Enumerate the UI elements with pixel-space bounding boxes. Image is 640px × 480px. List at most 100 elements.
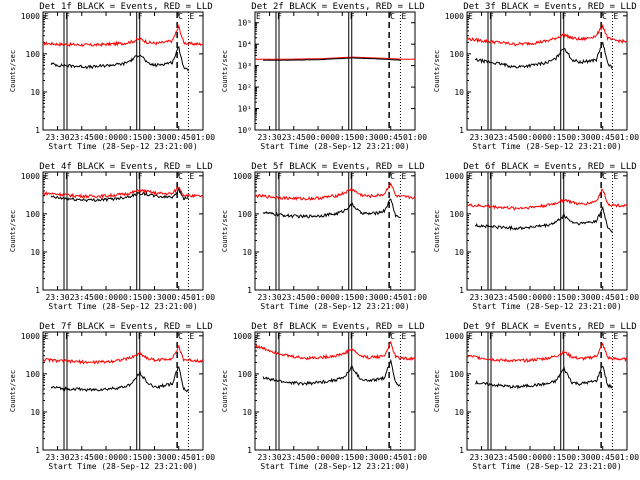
x-tick-label: 00:00 (94, 453, 118, 462)
x-tick-label: 00:45 (591, 453, 615, 462)
series-events (474, 41, 613, 69)
series-lld (466, 188, 628, 211)
x-tick-label: 23:30 (45, 293, 69, 302)
x-tick-label: 00:15 (118, 133, 142, 142)
x-tick-label: 23:45 (282, 133, 306, 142)
x-tick-label: 23:30 (469, 453, 493, 462)
y-axis-label: Counts/sec (221, 370, 229, 412)
x-tick-label: 00:15 (542, 453, 566, 462)
y-tick-label: 1000 (445, 172, 464, 181)
detector-panel-8: Det 8f BLACK = Events, RED = LLD 1 10 100 10… (221, 322, 427, 471)
y-tick-label: 1000 (445, 332, 464, 341)
x-axis-label: Start Time (28-Sep-12 23:21:00) (260, 142, 409, 151)
marker-label: F (562, 172, 567, 181)
marker-label: C (390, 172, 395, 181)
x-axis-label: Start Time (28-Sep-12 23:21:00) (260, 302, 409, 311)
marker-label: F (350, 172, 355, 181)
y-tick-label: 100 (238, 210, 253, 219)
series-lld (254, 340, 416, 362)
y-tick-label: 10 (454, 248, 464, 257)
panel-title: Det 4f BLACK = Events, RED = LLD (39, 162, 212, 172)
x-tick-label: 00:30 (142, 133, 166, 142)
marker-label: F (489, 172, 494, 181)
y-tick-label: 10 (30, 408, 40, 417)
y-tick-label: 100 (26, 50, 41, 59)
plot-frame (42, 171, 204, 291)
x-tick-label: 00:45 (379, 453, 403, 462)
y-tick-label: 1000 (445, 12, 464, 21)
marker-label: E (189, 332, 194, 341)
marker-label: E (256, 332, 261, 341)
y-axis-label: Counts/sec (9, 50, 17, 92)
marker-label: F (138, 332, 143, 341)
plot-frame (42, 331, 204, 451)
y-tick-label: 10⁵ (238, 19, 252, 28)
marker-label: E (44, 12, 49, 21)
marker-label: E (189, 12, 194, 21)
x-tick-label: 00:15 (330, 293, 354, 302)
x-tick-label: 23:45 (282, 293, 306, 302)
x-tick-label: 00:00 (306, 133, 330, 142)
marker-label: E (189, 172, 194, 181)
y-tick-label: 1 (459, 286, 464, 295)
y-tick-label: 10² (238, 83, 252, 92)
y-tick-label: 1 (247, 286, 252, 295)
y-tick-label: 10 (454, 88, 464, 97)
panel-title: Det 5f BLACK = Events, RED = LLD (251, 162, 424, 172)
x-tick-label: 00:30 (354, 133, 378, 142)
detector-panel-1: Det 1f BLACK = Events, RED = LLD 1 10 100 10… (9, 2, 215, 151)
x-tick-label: 00:15 (542, 293, 566, 302)
y-tick-label: 10 (242, 248, 252, 257)
x-axis-label: Start Time (28-Sep-12 23:21:00) (472, 462, 621, 471)
x-tick-label: 23:30 (257, 293, 281, 302)
marker-label: F (138, 172, 143, 181)
x-tick-label: 01:00 (403, 133, 427, 142)
y-axis-label: Counts/sec (9, 370, 17, 412)
y-tick-label: 1 (459, 126, 464, 135)
x-tick-label: 23:45 (70, 133, 94, 142)
marker-label: E (256, 172, 261, 181)
x-tick-label: 00:00 (306, 453, 330, 462)
x-tick-label: 00:30 (566, 133, 590, 142)
x-tick-label: 00:00 (518, 453, 542, 462)
x-tick-label: 01:00 (403, 293, 427, 302)
x-tick-label: 00:15 (330, 133, 354, 142)
y-tick-label: 1000 (21, 172, 40, 181)
x-tick-label: 00:30 (354, 293, 378, 302)
detector-panel-5: Det 5f BLACK = Events, RED = LLD 1 10 100 10… (221, 162, 427, 311)
series-lld (466, 342, 628, 363)
marker-label: F (65, 172, 70, 181)
plot-frame (254, 171, 416, 291)
x-tick-label: 00:15 (542, 133, 566, 142)
x-tick-label: 23:45 (494, 293, 518, 302)
marker-label: C (602, 12, 607, 21)
series-events (475, 365, 613, 390)
x-axis-label: Start Time (28-Sep-12 23:21:00) (260, 462, 409, 471)
y-tick-label: 1 (247, 446, 252, 455)
detector-panel-9: Det 9f BLACK = Events, RED = LLD 1 10 100 10… (433, 322, 639, 471)
marker-label: E (401, 172, 406, 181)
marker-label: C (390, 12, 395, 21)
x-tick-label: 00:30 (142, 293, 166, 302)
x-axis-label: Start Time (28-Sep-12 23:21:00) (472, 302, 621, 311)
y-tick-label: 10 (454, 408, 464, 417)
x-tick-label: 23:45 (494, 453, 518, 462)
y-tick-label: 1 (35, 126, 40, 135)
marker-label: E (401, 332, 406, 341)
marker-label: F (562, 12, 567, 21)
plot-frame (254, 331, 416, 451)
x-axis-label: Start Time (28-Sep-12 23:21:00) (48, 302, 197, 311)
x-tick-label: 00:30 (566, 293, 590, 302)
y-tick-label: 10⁴ (238, 40, 252, 49)
x-tick-label: 00:45 (167, 293, 191, 302)
panel-title: Det 9f BLACK = Events, RED = LLD (463, 322, 636, 332)
marker-label: E (613, 332, 618, 341)
x-tick-label: 00:45 (379, 293, 403, 302)
y-tick-label: 1 (35, 446, 40, 455)
marker-label: E (44, 332, 49, 341)
series-lld (254, 182, 416, 202)
panel-title: Det 2f BLACK = Events, RED = LLD (251, 2, 424, 12)
x-tick-label: 23:30 (257, 133, 281, 142)
x-tick-label: 23:30 (257, 453, 281, 462)
